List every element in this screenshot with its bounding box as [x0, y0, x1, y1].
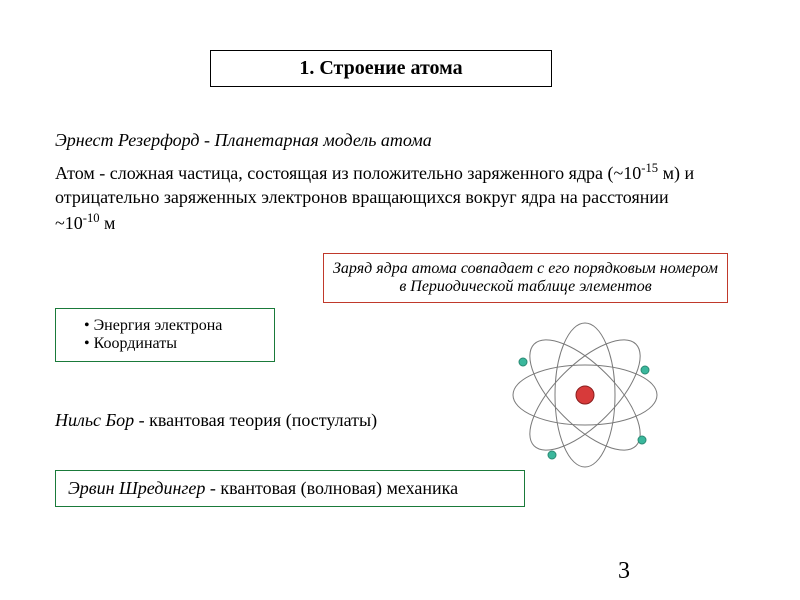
nucleus-charge-text: Заряд ядра атома совпадает с его порядко… — [333, 260, 718, 295]
schrodinger-rest: - квантовая (волновая) механика — [205, 478, 458, 498]
page-number: 3 — [618, 558, 630, 585]
schrodinger-name: Эрвин Шредингер — [68, 478, 205, 498]
list-item: Координаты — [84, 335, 260, 353]
title-text: 1. Строение атома — [299, 57, 462, 79]
rutherford-name: Эрнест Резерфорд — [55, 130, 199, 150]
nucleus-charge-note: Заряд ядра атома совпадает с его порядко… — [323, 253, 728, 303]
list-item: Энергия электрона — [84, 317, 260, 335]
bohr-rest: - квантовая теория (постулаты) — [134, 410, 377, 430]
atom-definition: Атом - сложная частица, состоящая из пол… — [55, 160, 695, 235]
title-box: 1. Строение атома — [210, 50, 552, 87]
atom-planetary-diagram — [500, 310, 670, 480]
rutherford-subtitle: Эрнест Резерфорд - Планетарная модель ат… — [55, 130, 432, 151]
bohr-line: Нильс Бор - квантовая теория (постулаты) — [55, 410, 377, 431]
bohr-name: Нильс Бор — [55, 410, 134, 430]
rutherford-rest: - Планетарная модель атома — [199, 130, 431, 150]
schrodinger-box: Эрвин Шредингер - квантовая (волновая) м… — [55, 470, 525, 507]
electron-properties-box: Энергия электрона Координаты — [55, 308, 275, 362]
